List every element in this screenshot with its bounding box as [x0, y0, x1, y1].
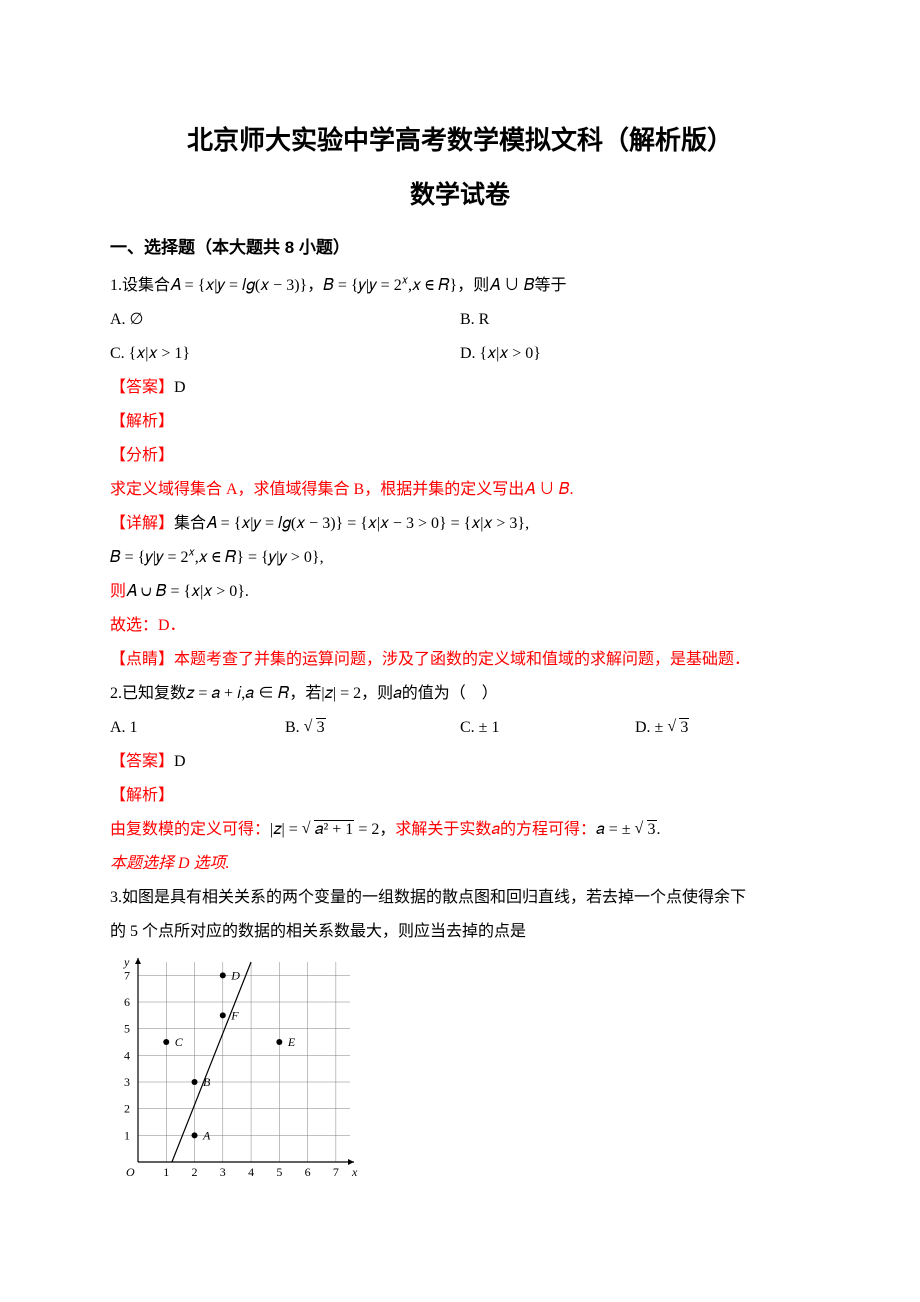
svg-text:2: 2 — [124, 1102, 130, 1116]
q1-opt-b: B. R — [460, 304, 810, 336]
q1-analysis: 求定义域得集合 A，求值域得集合 B，根据并集的定义写出𝐴 ∪ 𝐵. — [110, 474, 810, 506]
q1-fenxi: 【分析】 — [110, 440, 810, 472]
q1-detail-label: 【详解】 — [110, 515, 174, 532]
q1-opt-d: D. {𝑥|𝑥 > 0} — [460, 338, 810, 370]
svg-text:1: 1 — [163, 1165, 169, 1179]
q1-conclusion: 故选：D． — [110, 610, 810, 642]
svg-text:3: 3 — [124, 1075, 130, 1089]
section-header: 一、选择题（本大题共 8 小题） — [110, 233, 810, 258]
svg-text:5: 5 — [276, 1165, 282, 1179]
q2-opt-d-rad: 3 — [679, 718, 689, 736]
q3-stem1: 3.如图是具有相关关系的两个变量的一组数据的散点图和回归直线，若去掉一个点使得余… — [110, 882, 810, 914]
q1-stem-tail: 则𝐴 ∪ 𝐵等于 — [473, 277, 566, 294]
q1-detail3: 则𝐴 ∪ 𝐵 = {𝑥|𝑥 > 0}. — [110, 576, 810, 608]
q1-detail1: 【详解】集合𝐴 = {𝑥|𝑦 = 𝑙𝑔(𝑥 − 3)} = {𝑥|𝑥 − 3 >… — [110, 508, 810, 540]
q1-dianjing: 【点睛】本题考查了并集的运算问题，涉及了函数的定义域和值域的求解问题，是基础题． — [110, 644, 810, 676]
q1-opt-c: C. {𝑥|𝑥 > 1} — [110, 338, 460, 370]
q2-answer-label: 【答案】 — [110, 753, 174, 770]
q1-detail1-text: 集合𝐴 = {𝑥|𝑦 = 𝑙𝑔(𝑥 − 3)} = {𝑥|𝑥 − 3 > 0} … — [174, 515, 529, 532]
q2-stem: 2.已知复数𝑧 = 𝑎 + 𝑖,𝑎 ∈ 𝑅，若|𝑧| = 2，则𝑎的值为（ ） — [110, 678, 810, 710]
q1-set-b-suf: ,𝑥 ∈ 𝑅}， — [408, 277, 473, 294]
q1-detail2: 𝐵 = {𝑦|𝑦 = 2𝑥,𝑥 ∈ 𝑅} = {𝑦|𝑦 > 0}, — [110, 542, 810, 574]
svg-text:O: O — [126, 1165, 135, 1179]
svg-text:y: y — [123, 955, 130, 969]
svg-text:1: 1 — [124, 1128, 130, 1142]
q1-options-row2: C. {𝑥|𝑥 > 1} D. {𝑥|𝑥 > 0} — [110, 338, 810, 370]
q1-jiexi: 【解析】 — [110, 406, 810, 438]
q1-detail2-pre: 𝐵 = {𝑦|𝑦 = 2 — [110, 549, 189, 566]
q1-answer-value: D — [174, 379, 186, 396]
q1-opt-a: A. ∅ — [110, 304, 460, 336]
q1-options-row1: A. ∅ B. R — [110, 304, 810, 336]
q3-stem2: 的 5 个点所对应的数据的相关系数最大，则应当去掉的点是 — [110, 916, 810, 948]
q1-detail3-red: 则 — [110, 583, 126, 600]
svg-text:7: 7 — [124, 968, 130, 982]
q2-opt-c: C. ± 1 — [460, 712, 635, 744]
q2-line1: 由复数模的定义可得：|𝑧| = 𝑎² + 1 = 2，求解关于实数𝑎的方程可得：… — [110, 814, 810, 846]
scatter-chart: 12345671234567xyOABCDEF — [110, 952, 360, 1182]
svg-text:D: D — [230, 968, 240, 982]
q2-opt-b: B. 3 — [285, 712, 460, 744]
svg-text:A: A — [202, 1128, 211, 1142]
q2-line1-eq: = 2， — [354, 821, 395, 838]
q1-detail3-black: 𝐴 ∪ 𝐵 = {𝑥|𝑥 > 0}. — [126, 583, 249, 600]
q2-jiexi: 【解析】 — [110, 780, 810, 812]
svg-text:7: 7 — [333, 1165, 339, 1179]
q2-line1-end: . — [657, 821, 661, 838]
q1-answer: 【答案】D — [110, 372, 810, 404]
svg-text:4: 4 — [124, 1048, 130, 1062]
q2-opt-b-pre: B. — [285, 719, 304, 736]
q1-set-b-pre: 𝐵 = {𝑦|𝑦 = 2 — [323, 277, 402, 294]
q2-line1-a: 𝑎 = ± — [596, 821, 635, 838]
q2-options: A. 1 B. 3 C. ± 1 D. ± 3 — [110, 712, 810, 744]
svg-text:3: 3 — [220, 1165, 226, 1179]
svg-text:x: x — [351, 1165, 358, 1179]
main-title: 北京师大实验中学高考数学模拟文科（解析版） — [110, 120, 810, 157]
q1-dianjing-text: 本题考查了并集的运算问题，涉及了函数的定义域和值域的求解问题，是基础题． — [174, 651, 750, 668]
sqrt-icon: 3 — [635, 814, 657, 846]
q2-line1-post: 求解关于实数𝑎的方程可得： — [395, 821, 596, 838]
svg-text:2: 2 — [192, 1165, 198, 1179]
q1-answer-label: 【答案】 — [110, 379, 174, 396]
sub-title: 数学试卷 — [110, 175, 810, 211]
q2-answer: 【答案】D — [110, 746, 810, 778]
q2-opt-d: D. ± 3 — [635, 712, 810, 744]
q1-dianjing-label: 【点睛】 — [110, 651, 174, 668]
q1-detail2-suf: ,𝑥 ∈ 𝑅} = {𝑦|𝑦 > 0}, — [195, 549, 324, 566]
q2-line1-pre: 由复数模的定义可得： — [110, 821, 270, 838]
q2-opt-a: A. 1 — [110, 712, 285, 744]
q2-line1-a-rad: 3 — [647, 820, 657, 838]
q2-line2: 本题选择 D 选项. — [110, 848, 810, 880]
q2-line1-mid: |𝑧| = — [270, 821, 302, 838]
svg-text:E: E — [287, 1035, 296, 1049]
sqrt-icon: 3 — [304, 712, 326, 744]
sqrt-icon: 𝑎² + 1 — [302, 814, 355, 846]
sqrt-icon: 3 — [667, 712, 689, 744]
q2-answer-value: D — [174, 753, 186, 770]
svg-text:F: F — [230, 1008, 239, 1022]
svg-text:6: 6 — [124, 995, 130, 1009]
svg-text:6: 6 — [305, 1165, 311, 1179]
q1-stem: 1.设集合𝐴 = {𝑥|𝑦 = 𝑙𝑔(𝑥 − 3)}，𝐵 = {𝑦|𝑦 = 2𝑥… — [110, 270, 810, 302]
q1-set-a: 𝐴 = {𝑥|𝑦 = 𝑙𝑔(𝑥 − 3)}， — [170, 277, 323, 294]
svg-text:5: 5 — [124, 1022, 130, 1036]
q1-stem-prefix: 1.设集合 — [110, 277, 170, 294]
q2-opt-d-pre: D. ± — [635, 719, 667, 736]
svg-text:C: C — [175, 1035, 184, 1049]
q2-line1-rad: 𝑎² + 1 — [314, 820, 355, 838]
svg-text:B: B — [203, 1075, 211, 1089]
q2-opt-b-rad: 3 — [316, 718, 326, 736]
svg-text:4: 4 — [248, 1165, 254, 1179]
